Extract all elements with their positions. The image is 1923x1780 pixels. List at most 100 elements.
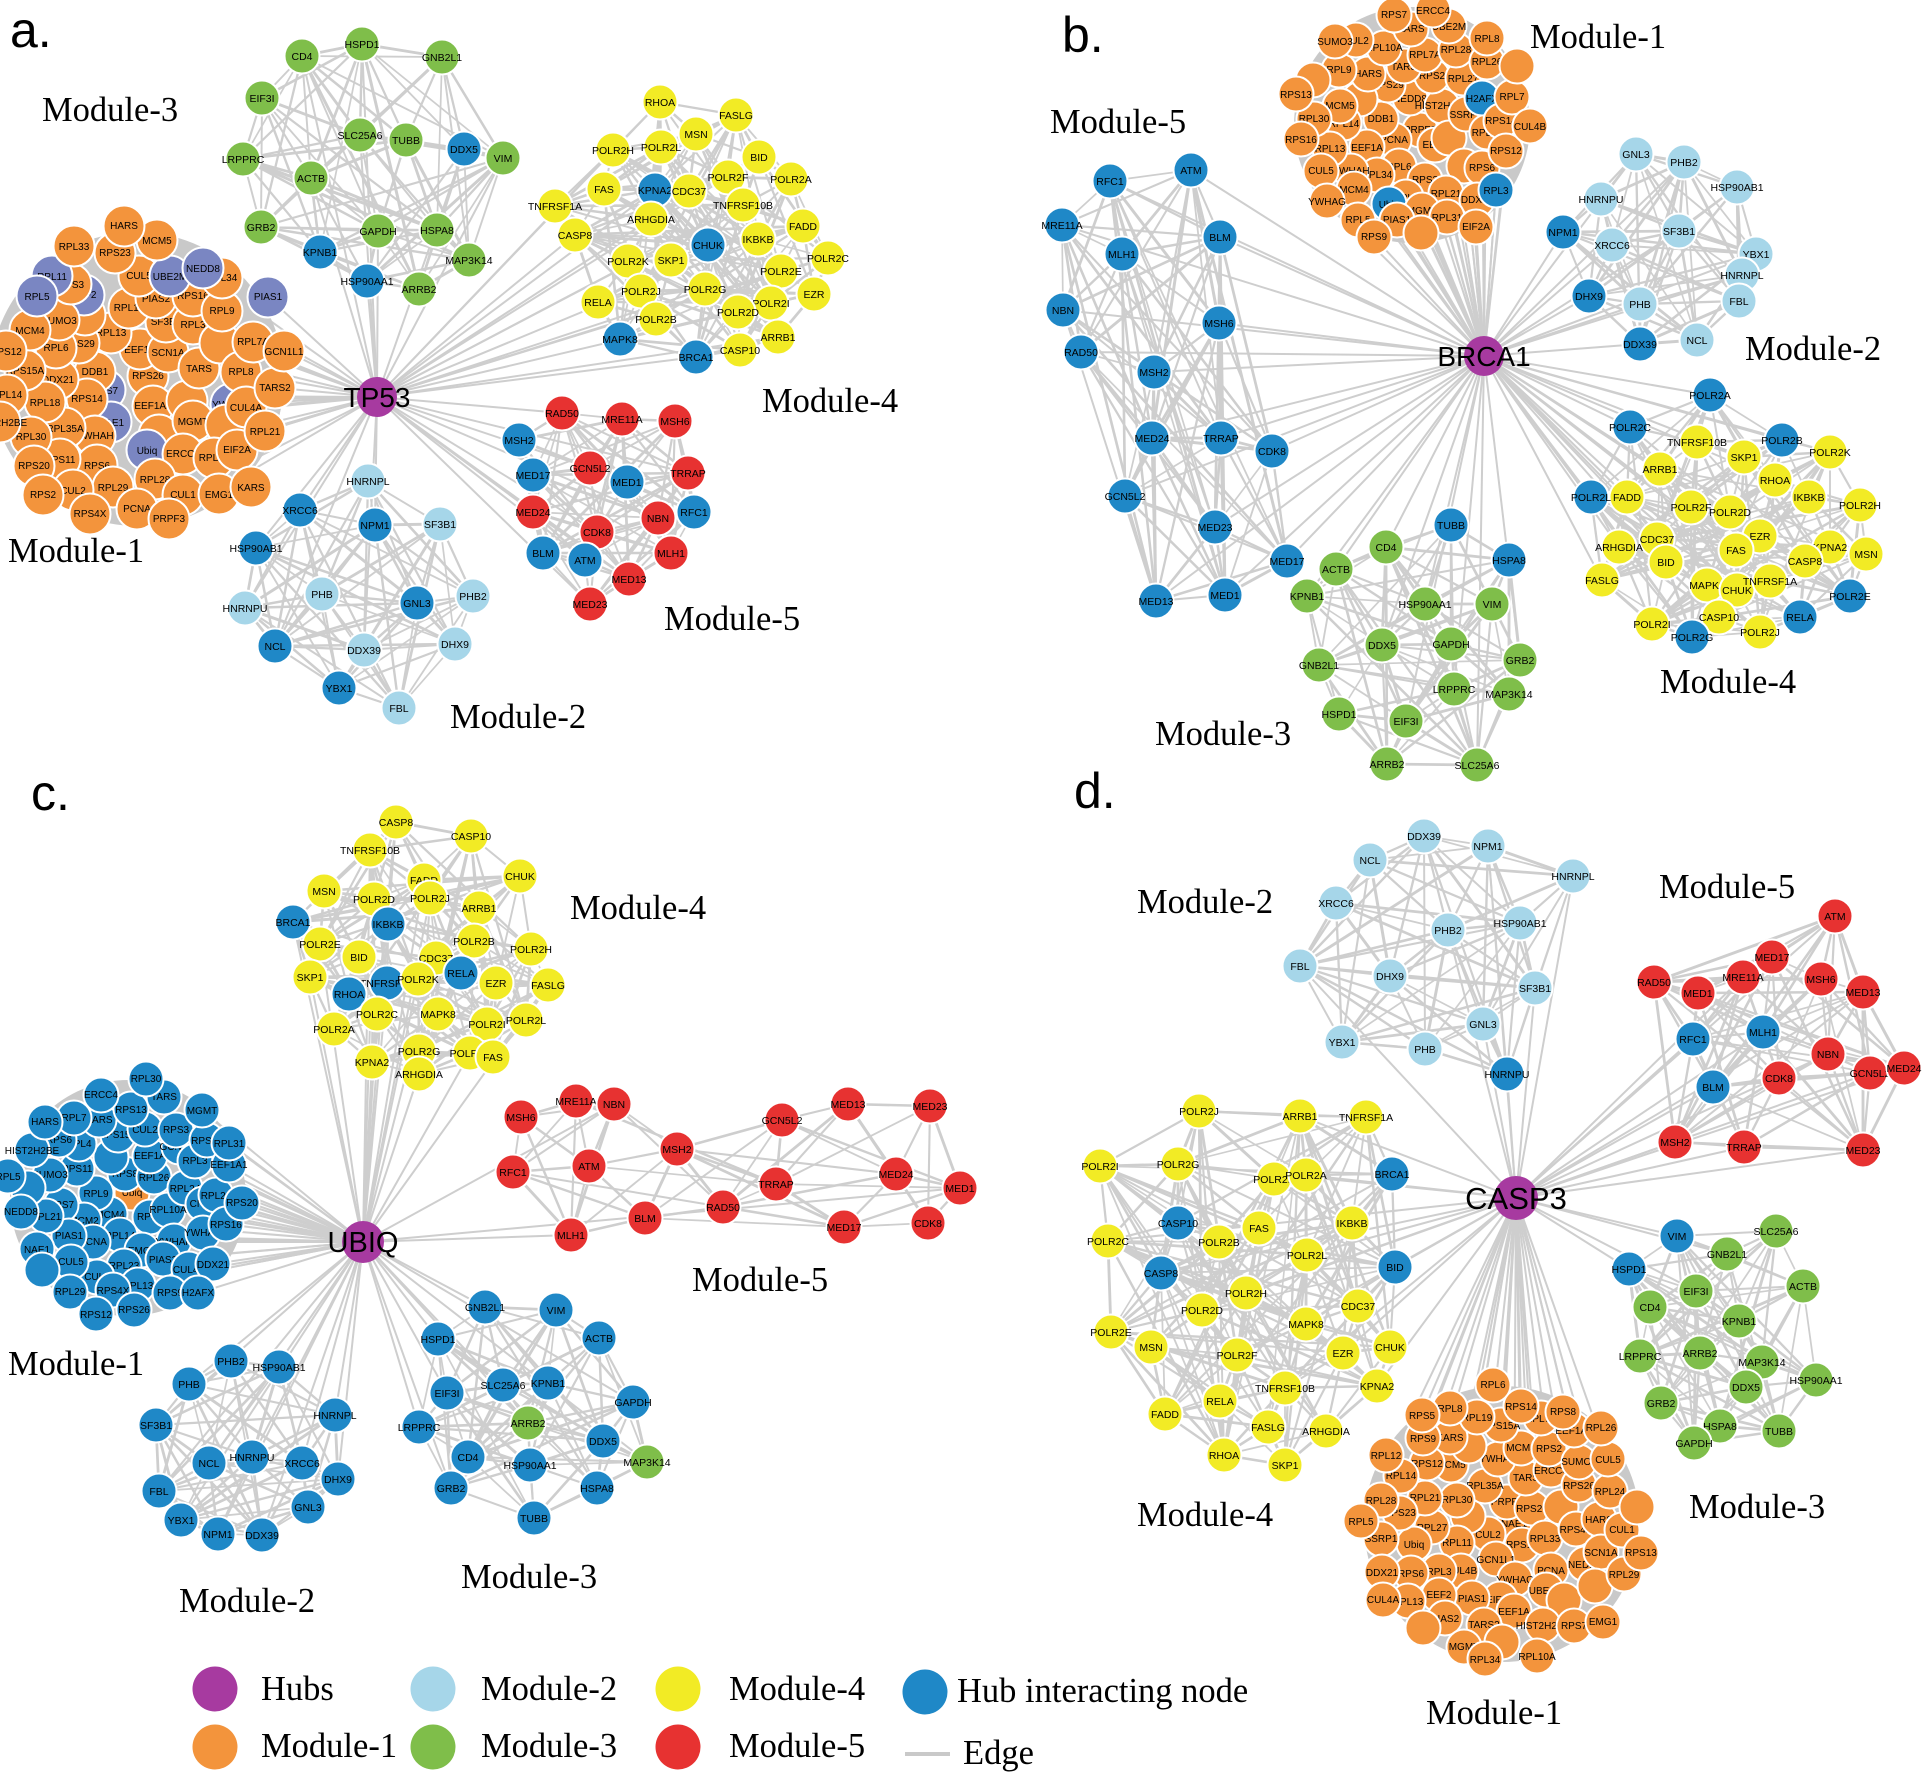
svg-text:KPNB1: KPNB1 [1290,591,1325,603]
svg-text:GNL3: GNL3 [1622,149,1650,161]
svg-text:RPS7: RPS7 [1381,10,1408,21]
svg-text:BRCA1: BRCA1 [1374,1169,1409,1181]
svg-text:KPNA2: KPNA2 [638,185,673,197]
svg-text:SF3B1: SF3B1 [424,519,456,531]
svg-text:RPL14: RPL14 [1329,119,1360,130]
svg-text:Hubs: Hubs [261,1670,334,1708]
svg-text:PCNA: PCNA [1380,135,1408,146]
svg-text:MAP3K14: MAP3K14 [1738,1357,1785,1369]
svg-text:MSN: MSN [1139,1342,1162,1354]
svg-text:MLH1: MLH1 [1749,1027,1777,1039]
svg-text:RPS26: RPS26 [132,371,164,382]
svg-text:RPL30: RPL30 [1299,114,1330,125]
svg-text:SCN1A: SCN1A [151,348,185,359]
svg-text:MCM5: MCM5 [1325,101,1355,112]
svg-text:MAPK8: MAPK8 [420,1009,456,1021]
svg-text:RPS16: RPS16 [1506,1540,1538,1551]
svg-text:RPL5: RPL5 [0,1172,21,1183]
svg-text:RPL8: RPL8 [228,367,253,378]
svg-text:ACTB: ACTB [1789,1281,1817,1293]
svg-text:MGMT: MGMT [1407,206,1438,217]
svg-text:RELA: RELA [584,297,611,309]
svg-text:POLR2E: POLR2E [760,266,801,278]
svg-text:Ubiq: Ubiq [137,446,158,457]
svg-text:POLR2A: POLR2A [1689,390,1730,402]
svg-text:RPS11: RPS11 [62,1164,93,1175]
svg-text:RPS6: RPS6 [1469,163,1496,174]
svg-text:RPL24: RPL24 [170,1184,201,1195]
svg-text:RPL11: RPL11 [37,272,67,283]
svg-text:DDX21: DDX21 [1461,195,1494,206]
svg-text:RPS4X: RPS4X [1560,1525,1593,1536]
svg-text:POLR2K: POLR2K [607,256,648,268]
svg-text:RPS2: RPS2 [30,490,57,501]
svg-text:POLR2F: POLR2F [1217,1350,1258,1362]
svg-text:KARS: KARS [1436,1433,1464,1444]
svg-text:SUMO3: SUMO3 [1317,37,1353,48]
svg-text:TRRAP: TRRAP [1726,1142,1762,1154]
svg-text:RPS12: RPS12 [1490,146,1522,157]
svg-text:HNRNPU: HNRNPU [1579,194,1624,206]
svg-text:MSN: MSN [312,886,335,898]
svg-text:RPL26: RPL26 [1472,57,1503,68]
svg-text:POLR2H: POLR2H [1225,1288,1267,1300]
svg-text:RPL30: RPL30 [131,1074,162,1085]
svg-text:a.: a. [10,2,52,58]
svg-text:POLR2K: POLR2K [397,974,438,986]
svg-text:DDX21: DDX21 [1366,1568,1399,1579]
svg-text:CASP10: CASP10 [1158,1218,1198,1230]
svg-text:ACTB: ACTB [297,173,325,185]
svg-text:MLH1: MLH1 [1108,249,1136,261]
svg-text:XRCC6: XRCC6 [282,505,318,517]
svg-text:GCN5L2: GCN5L2 [1105,491,1146,503]
svg-text:YWHAG: YWHAG [184,1228,222,1239]
svg-text:MED13: MED13 [1845,987,1880,999]
svg-text:NEDD8: NEDD8 [186,264,220,275]
svg-text:HIST2H2BE: HIST2H2BE [0,418,28,429]
svg-text:CASP8: CASP8 [1788,556,1823,568]
svg-text:RPL7A: RPL7A [237,337,269,348]
svg-text:GCN1L1: GCN1L1 [265,347,304,358]
svg-text:LRPPRC: LRPPRC [222,154,265,166]
svg-text:NAE1: NAE1 [24,1245,51,1256]
svg-text:BID: BID [1657,557,1675,569]
svg-text:EIF2A: EIF2A [223,445,251,456]
svg-text:HARS: HARS [110,221,138,232]
svg-text:SKP1: SKP1 [658,255,685,267]
svg-text:POLR2K: POLR2K [1809,447,1850,459]
svg-text:POLR2C: POLR2C [1087,1236,1129,1248]
svg-text:HSP90AB1: HSP90AB1 [229,543,282,555]
svg-text:SUMO3: SUMO3 [32,1170,68,1181]
svg-text:PRPF3: PRPF3 [1404,125,1437,136]
svg-text:KARS: KARS [237,483,265,494]
svg-text:Hub interacting node: Hub interacting node [957,1672,1248,1710]
svg-text:RPL4: RPL4 [66,1139,91,1150]
svg-text:HNRNPL: HNRNPL [313,1410,356,1422]
svg-text:LRPPRC: LRPPRC [1619,1351,1662,1363]
svg-text:MED23: MED23 [1845,1145,1880,1157]
svg-text:XRCC6: XRCC6 [1594,240,1630,252]
svg-text:MCM5: MCM5 [142,236,172,247]
svg-text:MED24: MED24 [1886,1063,1921,1075]
svg-text:PHB: PHB [1629,299,1651,311]
svg-text:FAS: FAS [483,1052,503,1064]
svg-text:EZR: EZR [804,289,825,301]
svg-text:RPL18: RPL18 [30,398,61,409]
svg-text:RPS26: RPS26 [1563,1481,1595,1492]
svg-text:RPL8: RPL8 [1437,1404,1462,1415]
svg-text:RPL9: RPL9 [83,1189,108,1200]
svg-text:CASP8: CASP8 [379,817,414,829]
svg-text:HSPA8: HSPA8 [1492,555,1526,567]
svg-text:RPL5: RPL5 [1345,215,1370,226]
svg-text:Module-2: Module-2 [1745,330,1881,368]
svg-text:POLR2C: POLR2C [356,1009,398,1021]
svg-text:RPL13: RPL13 [1315,144,1346,155]
svg-text:PHB2: PHB2 [459,591,487,603]
svg-text:RPS12: RPS12 [1411,1459,1443,1470]
svg-text:MED23: MED23 [572,599,607,611]
svg-text:RPL24: RPL24 [1595,1487,1626,1498]
svg-text:FASLG: FASLG [531,980,565,992]
svg-text:CASP10: CASP10 [720,345,760,357]
svg-text:HSP90AB1: HSP90AB1 [1493,918,1546,930]
svg-text:Module-4: Module-4 [1660,663,1796,701]
